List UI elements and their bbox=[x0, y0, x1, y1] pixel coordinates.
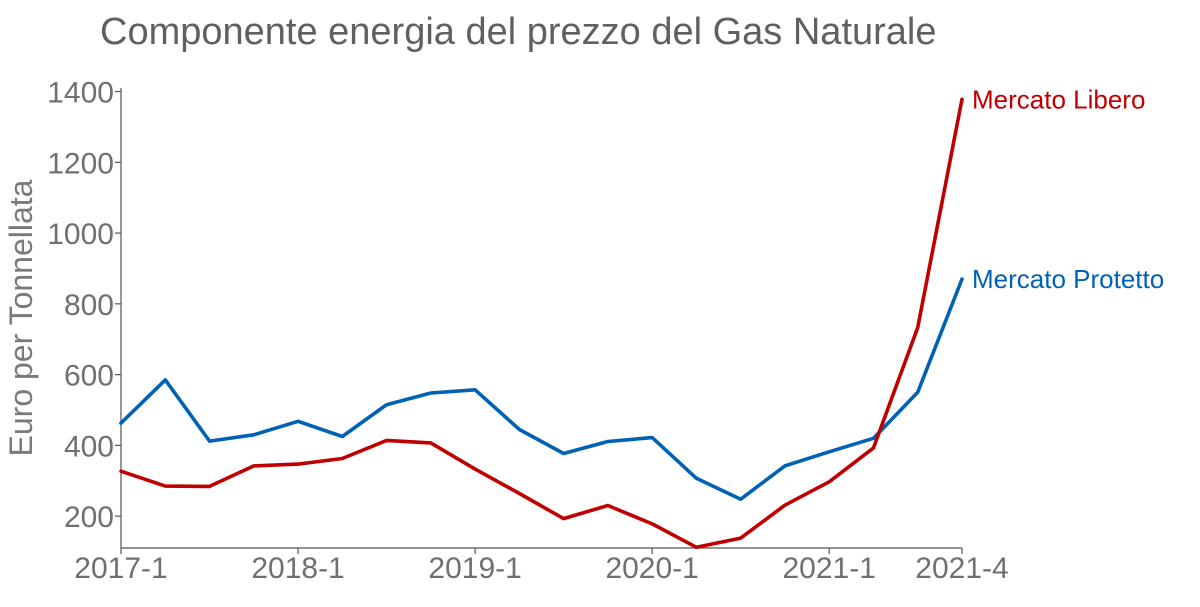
y-ticks: 200 400 600 800 1000 1200 1400 bbox=[47, 77, 121, 534]
series-line-mercato-protetto bbox=[119, 277, 964, 502]
x-tick-label: 2021-1 bbox=[782, 552, 875, 585]
series-label-mercato-libero: Mercato Libero bbox=[972, 84, 1145, 114]
series-labels: Mercato Protetto Mercato Libero bbox=[972, 84, 1164, 294]
x-tick-label: 2017-1 bbox=[74, 552, 167, 585]
axes bbox=[120, 88, 962, 549]
x-tick-label: 2018-1 bbox=[251, 552, 344, 585]
y-tick-label: 200 bbox=[64, 501, 114, 534]
y-tick-label: 1400 bbox=[47, 77, 114, 110]
y-axis-label: Euro per Tonnellata bbox=[3, 179, 39, 456]
series-lines bbox=[119, 97, 964, 550]
y-tick-label: 1000 bbox=[47, 218, 114, 251]
y-tick-label: 800 bbox=[64, 289, 114, 322]
series-label-mercato-protetto: Mercato Protetto bbox=[972, 264, 1164, 294]
y-tick-label: 400 bbox=[64, 430, 114, 463]
x-tick-label: 2021-4 bbox=[915, 552, 1008, 585]
x-tick-label: 2020-1 bbox=[605, 552, 698, 585]
y-tick-label: 1200 bbox=[47, 147, 114, 180]
x-ticks: 2017-1 2018-1 2019-1 2020-1 2021-1 2021-4 bbox=[74, 548, 1009, 585]
series-line-mercato-libero bbox=[119, 97, 964, 550]
chart-title: Componente energia del prezzo del Gas Na… bbox=[100, 11, 937, 53]
x-tick-label: 2019-1 bbox=[428, 552, 521, 585]
y-tick-label: 600 bbox=[64, 360, 114, 393]
